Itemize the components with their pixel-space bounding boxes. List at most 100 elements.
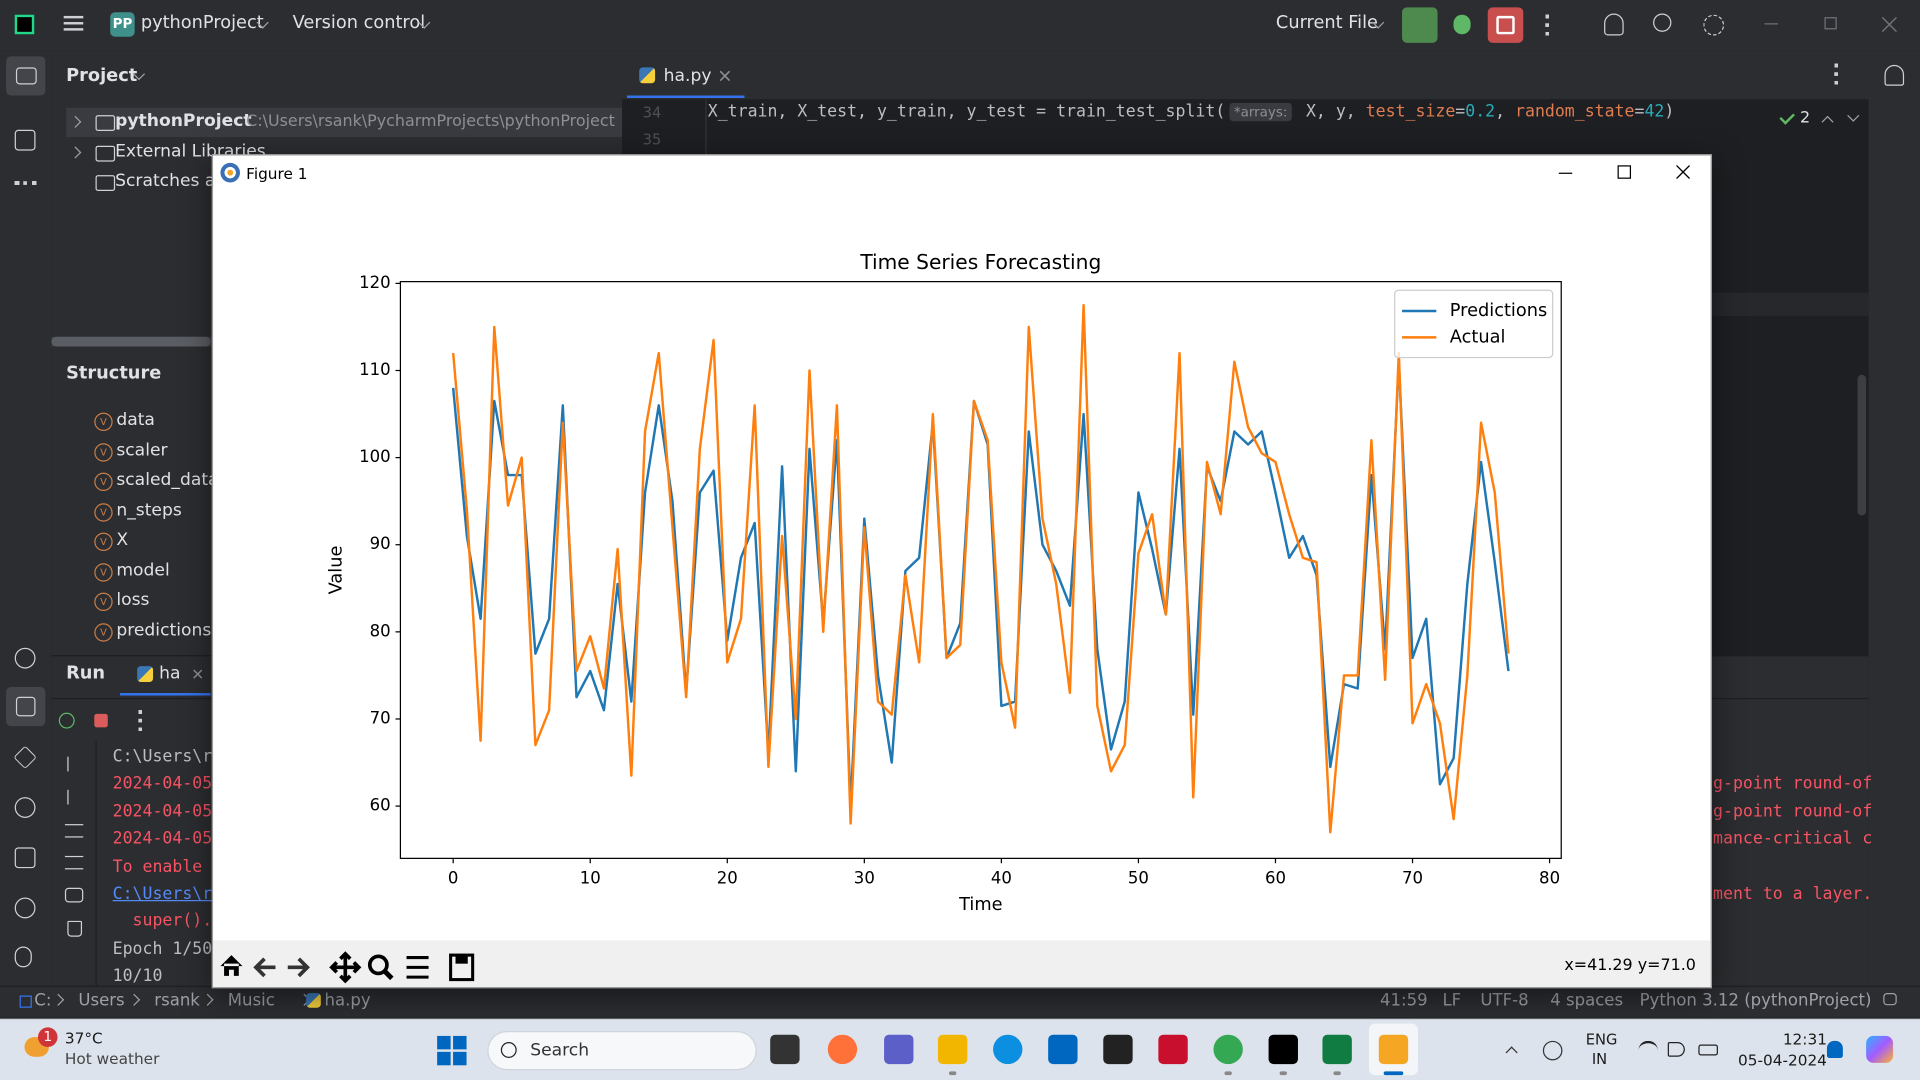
start-button[interactable] (437, 1035, 467, 1066)
code-with-me[interactable] (1604, 13, 1624, 36)
maximize[interactable] (1617, 165, 1632, 179)
wifi-icon[interactable] (1638, 1040, 1658, 1058)
breadcrumb[interactable]: C: (34, 990, 52, 1011)
soft-wrap[interactable] (64, 824, 84, 838)
panel-title[interactable]: Run (66, 663, 106, 684)
taskbar-app[interactable] (770, 1034, 800, 1065)
temperature[interactable]: 37°C (64, 1028, 103, 1047)
run-tab[interactable]: ha (159, 663, 181, 684)
more-tools[interactable] (14, 181, 37, 190)
scroll-up[interactable] (67, 756, 82, 772)
breadcrumb[interactable]: Music (227, 990, 275, 1011)
console-line[interactable]: C:\Users\r (112, 884, 213, 904)
minimize[interactable] (1764, 23, 1778, 25)
pan-button[interactable] (329, 951, 362, 984)
taskbar-app[interactable] (827, 1034, 858, 1065)
structure-item[interactable]: predictions (116, 620, 212, 640)
taskbar-app[interactable] (993, 1034, 1023, 1065)
breadcrumb[interactable]: rsank (154, 990, 200, 1011)
settings[interactable] (1703, 14, 1725, 36)
project-badge[interactable]: PP (110, 12, 135, 37)
status-line-separator[interactable]: LF (1442, 990, 1462, 1011)
notification-bell[interactable] (1826, 1040, 1843, 1058)
save-button[interactable] (449, 953, 475, 982)
editor-tab[interactable]: ha.py (663, 66, 712, 86)
weather-text[interactable]: Hot weather (64, 1049, 160, 1068)
rerun[interactable] (58, 712, 75, 729)
copilot[interactable] (1866, 1035, 1894, 1063)
more-actions[interactable] (1545, 14, 1552, 36)
scroll-down[interactable] (67, 789, 82, 805)
structure-item[interactable]: n_steps (116, 500, 182, 520)
structure-tool[interactable] (14, 129, 36, 151)
version-control[interactable]: Version control (292, 13, 426, 34)
search-box[interactable]: Search (487, 1031, 757, 1071)
tab-actions[interactable] (1834, 63, 1841, 85)
clock-time[interactable]: 12:31 (1782, 1029, 1827, 1049)
taskbar-app[interactable] (937, 1034, 968, 1065)
status-position[interactable]: 41:59 (1380, 990, 1428, 1011)
terminal-tool[interactable] (14, 847, 36, 869)
restore[interactable] (1824, 17, 1837, 30)
main-menu[interactable] (63, 15, 84, 31)
structure-item[interactable]: scaler (116, 440, 168, 460)
tab-close[interactable] (720, 71, 730, 81)
back-button[interactable] (253, 957, 276, 978)
prev-problem[interactable] (1821, 115, 1834, 128)
taskbar-app[interactable] (1322, 1034, 1352, 1065)
problems-tool[interactable] (14, 897, 36, 919)
configure-button[interactable] (406, 956, 429, 979)
sync-icon[interactable] (1542, 1040, 1563, 1061)
breadcrumb[interactable]: Users (78, 990, 125, 1011)
project-name[interactable]: pythonProject (140, 13, 264, 34)
read-only-lock[interactable] (1883, 993, 1897, 1006)
services-tool[interactable] (14, 797, 36, 818)
app-logo[interactable] (14, 14, 35, 35)
taskbar-app[interactable] (884, 1034, 914, 1065)
close[interactable] (1882, 17, 1897, 32)
close[interactable] (1676, 165, 1690, 179)
next-problem[interactable] (1847, 109, 1860, 122)
search[interactable] (1653, 13, 1672, 32)
input-language[interactable]: ENG (1585, 1031, 1618, 1049)
tab-close[interactable] (193, 669, 203, 679)
clear-all[interactable] (67, 920, 83, 937)
zoom-button[interactable] (367, 954, 394, 981)
home-button[interactable] (220, 955, 243, 976)
input-region[interactable]: IN (1591, 1050, 1608, 1068)
inspection-count[interactable]: 2 (1800, 108, 1811, 128)
clock-date[interactable]: 05-04-2024 (1737, 1050, 1827, 1069)
volume-icon[interactable] (1667, 1042, 1685, 1057)
run-button[interactable] (1402, 7, 1438, 43)
git-tool[interactable] (14, 946, 32, 968)
structure-item[interactable]: X (116, 530, 129, 550)
battery-icon[interactable] (1698, 1044, 1718, 1056)
scroll-to-end[interactable] (64, 855, 84, 870)
more-actions[interactable] (138, 710, 145, 732)
stop[interactable] (94, 713, 108, 728)
taskbar-app[interactable] (1213, 1034, 1243, 1065)
minimize[interactable] (1558, 172, 1573, 174)
structure-item[interactable]: scaled_data (116, 470, 219, 490)
python-console-tool[interactable] (14, 647, 36, 669)
panel-title[interactable]: Structure (66, 363, 162, 384)
project-tool-active[interactable] (6, 56, 46, 96)
status-interpreter[interactable]: Python 3.12 (pythonProject) (1639, 990, 1872, 1011)
taskbar-app[interactable] (1378, 1034, 1409, 1065)
stop-button[interactable] (1487, 7, 1524, 43)
debug-button[interactable] (1453, 14, 1471, 35)
taskbar-app[interactable] (1158, 1034, 1188, 1065)
status-indent[interactable]: 4 spaces (1550, 990, 1624, 1011)
run-tool-active[interactable] (6, 686, 46, 727)
breadcrumb[interactable]: ha.py (324, 990, 371, 1011)
print[interactable] (64, 887, 84, 903)
forward-button[interactable] (287, 957, 310, 978)
structure-item[interactable]: data (116, 410, 155, 430)
structure-item[interactable]: loss (116, 590, 150, 610)
run-config[interactable]: Current File (1275, 13, 1378, 34)
taskbar-app[interactable] (1268, 1034, 1298, 1065)
status-encoding[interactable]: UTF-8 (1480, 990, 1529, 1011)
panel-title[interactable]: Project (66, 66, 138, 86)
structure-item[interactable]: model (116, 560, 170, 580)
tree-label[interactable]: pythonProject (115, 111, 252, 132)
